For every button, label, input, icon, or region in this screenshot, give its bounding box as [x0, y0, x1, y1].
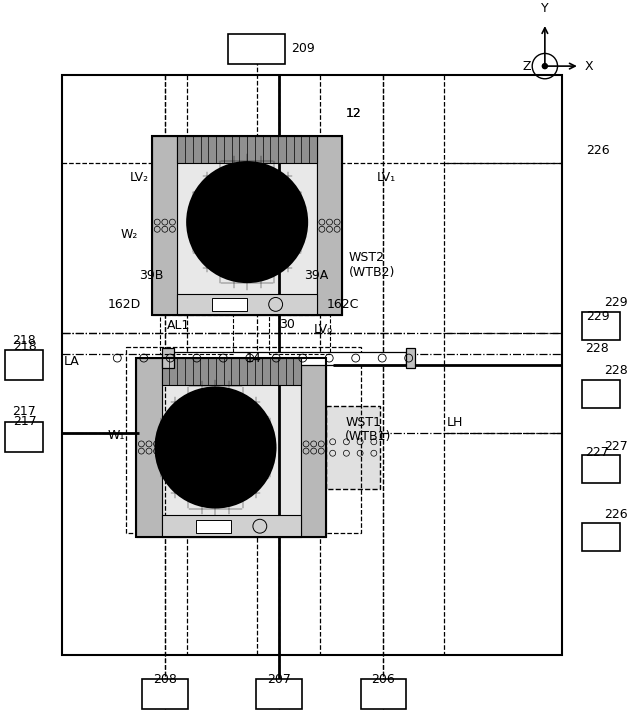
- Bar: [125, 347, 361, 534]
- Bar: [177, 136, 317, 315]
- Bar: [269, 315, 330, 354]
- Bar: [162, 348, 174, 368]
- Text: 217: 217: [13, 414, 37, 427]
- Bar: [136, 358, 326, 537]
- Circle shape: [542, 64, 547, 69]
- Text: 217: 217: [12, 405, 35, 418]
- Bar: [317, 136, 342, 315]
- Bar: [190, 411, 231, 458]
- Text: 229: 229: [604, 296, 628, 309]
- Text: X: X: [585, 59, 593, 72]
- Text: 206: 206: [371, 673, 396, 686]
- Bar: [582, 455, 620, 483]
- Bar: [4, 422, 43, 452]
- Bar: [406, 348, 415, 368]
- Text: 218: 218: [13, 340, 37, 353]
- Bar: [4, 350, 43, 380]
- Text: 12: 12: [346, 107, 361, 120]
- Text: 226: 226: [586, 144, 609, 157]
- Text: LV₁: LV₁: [377, 171, 396, 184]
- Bar: [61, 75, 562, 655]
- Text: LV₀: LV₀: [314, 323, 333, 336]
- Text: 209: 209: [291, 43, 316, 56]
- Bar: [174, 351, 406, 364]
- Bar: [582, 523, 620, 551]
- Text: 218: 218: [12, 334, 35, 346]
- Text: (WTB2): (WTB2): [349, 265, 395, 278]
- Text: 207: 207: [267, 673, 291, 686]
- Circle shape: [187, 162, 307, 282]
- Text: LA: LA: [63, 355, 79, 368]
- Bar: [360, 680, 406, 709]
- Text: 39B: 39B: [140, 269, 164, 282]
- Text: 227: 227: [586, 446, 609, 459]
- Bar: [301, 358, 326, 537]
- Text: 39A: 39A: [304, 269, 328, 282]
- Bar: [162, 515, 301, 537]
- Text: 226: 226: [604, 508, 628, 521]
- Bar: [256, 680, 301, 709]
- Text: Z: Z: [522, 59, 531, 72]
- Text: 162C: 162C: [326, 298, 358, 311]
- Bar: [177, 294, 317, 315]
- Text: 227: 227: [604, 440, 628, 453]
- Bar: [177, 136, 317, 163]
- Text: 208: 208: [153, 673, 177, 686]
- Text: AL1: AL1: [166, 320, 190, 333]
- Bar: [212, 298, 247, 311]
- Bar: [582, 380, 620, 408]
- Text: Y: Y: [541, 1, 548, 14]
- Bar: [161, 315, 233, 354]
- Bar: [326, 406, 380, 489]
- Bar: [196, 520, 231, 533]
- Bar: [136, 358, 162, 537]
- Text: 12: 12: [346, 107, 361, 120]
- Bar: [142, 680, 188, 709]
- Bar: [152, 136, 177, 315]
- Text: W₁: W₁: [108, 429, 125, 442]
- Text: 228: 228: [586, 342, 609, 355]
- Text: WST1: WST1: [346, 416, 381, 429]
- Text: LH: LH: [447, 416, 463, 429]
- Bar: [162, 358, 301, 385]
- Text: W₂: W₂: [120, 228, 138, 241]
- Text: 162D: 162D: [108, 298, 141, 311]
- Text: 30: 30: [279, 318, 294, 331]
- Text: 229: 229: [586, 310, 609, 323]
- Circle shape: [156, 388, 276, 508]
- Bar: [582, 312, 620, 341]
- Bar: [152, 136, 342, 315]
- Text: WST2: WST2: [349, 252, 385, 265]
- Bar: [162, 358, 301, 537]
- Bar: [228, 34, 285, 64]
- Text: (WTB1): (WTB1): [346, 430, 392, 443]
- Text: 14: 14: [245, 351, 261, 364]
- Text: 228: 228: [604, 364, 628, 377]
- Text: LV₂: LV₂: [130, 171, 149, 184]
